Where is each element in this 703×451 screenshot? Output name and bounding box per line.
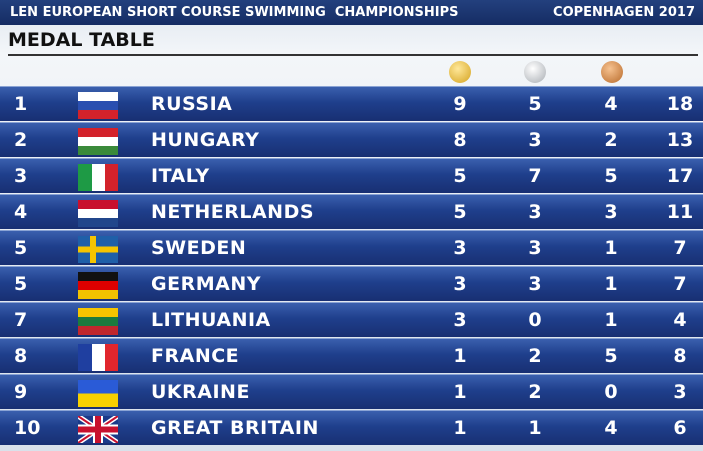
rank-cell: 10 [14, 417, 41, 439]
bronze-icon [601, 61, 623, 83]
gold-cell: 1 [453, 417, 467, 439]
rank-cell: 4 [14, 201, 28, 223]
flag [78, 344, 118, 376]
flag [78, 236, 118, 268]
country-cell: UKRAINE [151, 381, 250, 403]
table-row: 7 LITHUANIA 3 0 1 4 [0, 302, 703, 337]
rank-cell: 5 [14, 273, 28, 295]
silver-icon [524, 61, 546, 83]
total-cell: 17 [666, 165, 694, 187]
silver-cell: 7 [528, 165, 542, 187]
table-title: MEDAL TABLE [8, 29, 155, 51]
bronze-cell: 3 [604, 201, 618, 223]
country-cell: GREAT BRITAIN [151, 417, 319, 439]
table-row: 5 SWEDEN 3 3 1 7 [0, 230, 703, 265]
top-bar: LEN EUROPEAN SHORT COURSE SWIMMING CHAMP… [0, 0, 703, 25]
flag [78, 308, 118, 340]
silver-cell: 3 [528, 129, 542, 151]
silver-cell: 3 [528, 201, 542, 223]
table-row: 4 NETHERLANDS 5 3 3 11 [0, 194, 703, 229]
rank-cell: 7 [14, 309, 28, 331]
gold-cell: 9 [453, 93, 467, 115]
total-cell: 11 [666, 201, 694, 223]
flag-icon [78, 164, 118, 191]
bronze-cell: 4 [604, 93, 618, 115]
table-row: 5 GERMANY 3 3 1 7 [0, 266, 703, 301]
flag-icon [78, 236, 118, 263]
total-cell: 6 [673, 417, 687, 439]
country-cell: FRANCE [151, 345, 240, 367]
table-row: 8 FRANCE 1 2 5 8 [0, 338, 703, 373]
bronze-cell: 5 [604, 165, 618, 187]
flag [78, 200, 118, 232]
silver-cell: 2 [528, 381, 542, 403]
event-location: COPENHAGEN 2017 [553, 5, 695, 20]
country-cell: ITALY [151, 165, 210, 187]
country-cell: GERMANY [151, 273, 261, 295]
bronze-cell: 1 [604, 273, 618, 295]
gold-cell: 3 [453, 237, 467, 259]
flag [78, 380, 118, 412]
divider [8, 54, 698, 56]
bronze-cell: 0 [604, 381, 618, 403]
silver-cell: 5 [528, 93, 542, 115]
total-cell: 3 [673, 381, 687, 403]
rank-cell: 2 [14, 129, 28, 151]
flag-icon [78, 200, 118, 227]
flag [78, 272, 118, 304]
flag-icon [78, 128, 118, 155]
flag-icon [78, 380, 118, 407]
bronze-cell: 2 [604, 129, 618, 151]
flag [78, 128, 118, 160]
gold-cell: 5 [453, 165, 467, 187]
total-cell: 13 [666, 129, 694, 151]
table-row: 3 ITALY 5 7 5 17 [0, 158, 703, 193]
flag [76, 413, 120, 448]
flag [78, 164, 118, 196]
bronze-cell: 5 [604, 345, 618, 367]
country-cell: RUSSIA [151, 93, 233, 115]
total-cell: 7 [673, 273, 687, 295]
gold-cell: 1 [453, 345, 467, 367]
total-cell: 4 [673, 309, 687, 331]
silver-cell: 2 [528, 345, 542, 367]
flag-icon [76, 413, 120, 446]
flag-icon [78, 308, 118, 335]
country-cell: LITHUANIA [151, 309, 271, 331]
country-cell: HUNGARY [151, 129, 260, 151]
silver-cell: 0 [528, 309, 542, 331]
rank-cell: 5 [14, 237, 28, 259]
rank-cell: 3 [14, 165, 28, 187]
gold-cell: 1 [453, 381, 467, 403]
silver-cell: 3 [528, 273, 542, 295]
table-row: 10 GREAT BRITAIN 1 1 4 6 [0, 410, 703, 448]
bronze-cell: 1 [604, 237, 618, 259]
table-row: 2 HUNGARY 8 3 2 13 [0, 122, 703, 157]
flag-icon [78, 344, 118, 371]
event-title: LEN EUROPEAN SHORT COURSE SWIMMING CHAMP… [10, 5, 459, 20]
flag [78, 92, 118, 124]
rank-cell: 1 [14, 93, 28, 115]
flag-icon [78, 272, 118, 299]
gold-cell: 3 [453, 309, 467, 331]
gold-icon [449, 61, 471, 83]
flag-icon [78, 92, 118, 119]
gold-cell: 5 [453, 201, 467, 223]
bronze-cell: 4 [604, 417, 618, 439]
silver-cell: 3 [528, 237, 542, 259]
total-cell: 18 [666, 93, 694, 115]
total-cell: 7 [673, 237, 687, 259]
country-cell: NETHERLANDS [151, 201, 315, 223]
gold-cell: 8 [453, 129, 467, 151]
bronze-cell: 1 [604, 309, 618, 331]
country-cell: SWEDEN [151, 237, 247, 259]
silver-cell: 1 [528, 417, 542, 439]
table-row: 9 UKRAINE 1 2 0 3 [0, 374, 703, 409]
table-row: 1 RUSSIA 9 5 4 18 [0, 86, 703, 121]
rank-cell: 9 [14, 381, 28, 403]
rank-cell: 8 [14, 345, 28, 367]
gold-cell: 3 [453, 273, 467, 295]
total-cell: 8 [673, 345, 687, 367]
